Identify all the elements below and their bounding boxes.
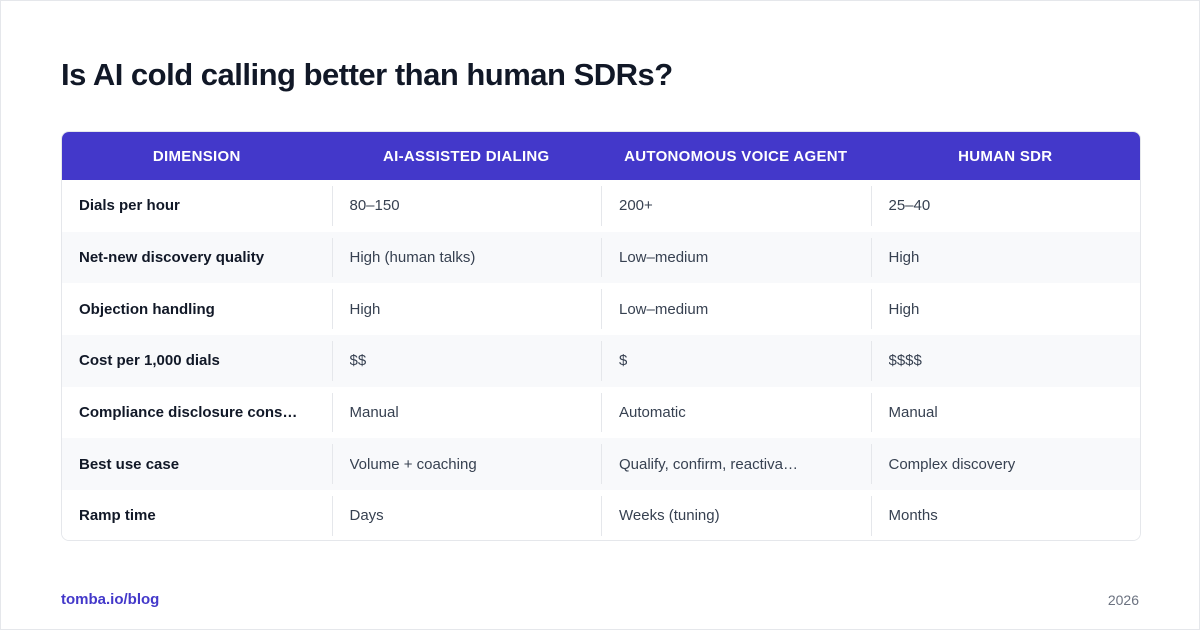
ai-assisted-cell: High (human talks) bbox=[331, 232, 602, 284]
footer-year: 2026 bbox=[1107, 592, 1139, 608]
cell-text: Cost per 1,000 dials bbox=[79, 352, 220, 370]
header-autonomous-voice-agent: AUTONOMOUS VOICE AGENT bbox=[624, 147, 848, 165]
cell-text: Manual bbox=[349, 404, 399, 422]
table-body: Dials per hour 80–150 200+ 25–40 Net-new… bbox=[62, 180, 1141, 540]
cell-text: Objection handling bbox=[79, 300, 215, 318]
header-ai-assisted-dialing: AI-ASSISTED DIALING bbox=[382, 147, 550, 165]
ai-assisted-cell: 80–150 bbox=[331, 180, 602, 232]
ai-assisted-cell: Days bbox=[331, 490, 602, 540]
row-dimension-cell: Best use case bbox=[62, 438, 332, 490]
cell-text: $$ bbox=[349, 352, 367, 370]
row-dimension-cell: Cost per 1,000 dials bbox=[62, 335, 332, 387]
comparison-table: DIMENSION AI-ASSISTED DIALING AUTONOMOUS… bbox=[61, 131, 1141, 541]
blog-link[interactable]: tomba.io/blog bbox=[61, 591, 160, 608]
cell-text: Qualify, confirm, reactiva… bbox=[619, 455, 798, 473]
cell-text: Ramp time bbox=[79, 507, 156, 525]
ai-assisted-cell: Volume + coaching bbox=[331, 438, 602, 490]
page-title: Is AI cold calling better than human SDR… bbox=[61, 57, 673, 92]
cell-text: High bbox=[888, 300, 920, 318]
header-dimension: DIMENSION bbox=[152, 147, 241, 165]
cell-text: Best use case bbox=[79, 455, 180, 473]
cell-text: 200+ bbox=[619, 197, 653, 215]
cell-text: Net-new discovery quality bbox=[79, 249, 265, 267]
human-sdr-cell: Complex discovery bbox=[870, 438, 1141, 490]
cell-text: Weeks (tuning) bbox=[619, 507, 720, 525]
table-header: DIMENSION AI-ASSISTED DIALING AUTONOMOUS… bbox=[62, 132, 1140, 180]
voice-agent-cell: $ bbox=[601, 335, 871, 387]
cell-text: Months bbox=[888, 507, 938, 525]
row-dimension-cell: Compliance disclosure cons… bbox=[62, 387, 332, 439]
human-sdr-cell: Months bbox=[870, 490, 1141, 540]
table-row: Cost per 1,000 dials $$ $ $$$$ bbox=[62, 335, 1140, 387]
ai-assisted-cell: Manual bbox=[331, 387, 602, 439]
cell-text: High bbox=[888, 249, 920, 267]
row-dimension-cell: Objection handling bbox=[62, 283, 332, 335]
cell-text: High (human talks) bbox=[349, 249, 476, 267]
cell-text: $ bbox=[619, 352, 628, 370]
cell-text: Complex discovery bbox=[888, 455, 1016, 473]
cell-text: High bbox=[349, 300, 381, 318]
human-sdr-cell: $$$$ bbox=[870, 335, 1141, 387]
cell-text: 25–40 bbox=[888, 197, 931, 215]
table-row: Best use case Volume + coaching Qualify,… bbox=[62, 438, 1141, 491]
voice-agent-cell: Low–medium bbox=[601, 232, 871, 284]
cell-text: Low–medium bbox=[619, 249, 709, 267]
human-sdr-cell: Manual bbox=[870, 387, 1141, 439]
table-row: Objection handling High Low–medium High bbox=[62, 283, 1141, 336]
human-sdr-cell: 25–40 bbox=[870, 180, 1141, 232]
human-sdr-cell: High bbox=[870, 232, 1141, 284]
row-dimension-cell: Dials per hour bbox=[62, 180, 332, 232]
cell-text: Low–medium bbox=[619, 300, 709, 318]
cell-text: $$$$ bbox=[888, 352, 922, 370]
table-row: Compliance disclosure cons… Manual Autom… bbox=[62, 386, 1141, 439]
voice-agent-cell: 200+ bbox=[601, 180, 871, 232]
cell-text: Compliance disclosure cons… bbox=[79, 404, 298, 422]
row-dimension-cell: Ramp time bbox=[62, 490, 332, 540]
cell-text: Automatic bbox=[619, 404, 686, 422]
header-human-sdr: HUMAN SDR bbox=[958, 147, 1053, 165]
voice-agent-cell: Weeks (tuning) bbox=[601, 490, 871, 540]
voice-agent-cell: Qualify, confirm, reactiva… bbox=[601, 438, 871, 490]
cell-text: Days bbox=[349, 507, 384, 525]
cell-text: Dials per hour bbox=[79, 197, 180, 215]
row-dimension-cell: Net-new discovery quality bbox=[62, 232, 332, 284]
table-row: Net-new discovery quality High (human ta… bbox=[62, 231, 1141, 284]
ai-assisted-cell: High bbox=[331, 283, 602, 335]
ai-assisted-cell: $$ bbox=[331, 335, 602, 387]
human-sdr-cell: High bbox=[870, 283, 1141, 335]
table-row: Dials per hour 80–150 200+ 25–40 bbox=[62, 180, 1140, 232]
cell-text: 80–150 bbox=[349, 197, 400, 215]
cell-text: Manual bbox=[888, 404, 938, 422]
voice-agent-cell: Automatic bbox=[601, 387, 871, 439]
table-row: Ramp time Days Weeks (tuning) Months bbox=[62, 490, 1141, 540]
voice-agent-cell: Low–medium bbox=[601, 283, 871, 335]
cell-text: Volume + coaching bbox=[349, 455, 477, 473]
